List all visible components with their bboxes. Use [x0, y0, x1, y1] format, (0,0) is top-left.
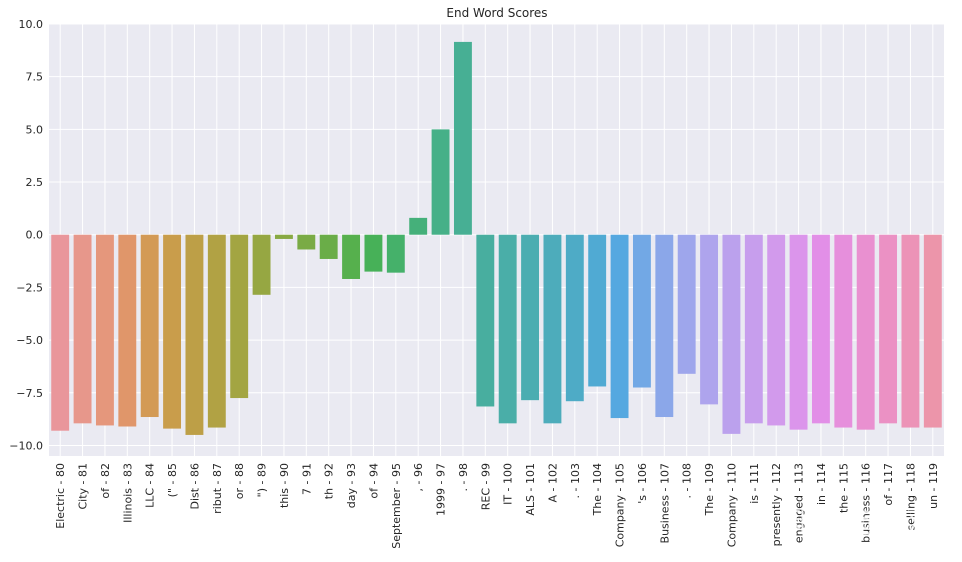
bar [274, 234, 293, 239]
x-tick-label: of - 94 [367, 463, 380, 499]
bars [51, 41, 942, 435]
x-tick-label: selling - 118 [904, 463, 917, 531]
x-tick-label: IT - 100 [502, 463, 515, 505]
x-tick-label: or - 88 [233, 463, 246, 499]
bar [632, 234, 651, 388]
bar [744, 234, 763, 424]
bar [543, 234, 562, 424]
x-tick-label: (" - 85 [166, 463, 179, 497]
x-tick-label: in - 114 [815, 463, 828, 505]
bar [431, 129, 450, 235]
x-tick-label: the - 115 [837, 463, 850, 513]
x-tick-label: REC - 99 [479, 463, 492, 510]
bar [476, 234, 495, 407]
x-tick-label: Business - 107 [658, 463, 671, 543]
bar [811, 234, 830, 424]
bar [409, 217, 428, 235]
x-tick-label: ALS - 101 [524, 463, 537, 516]
y-tick-label: 0.0 [26, 229, 44, 242]
bar [700, 234, 719, 405]
x-tick-label: . - 103 [569, 463, 582, 498]
x-tick-label: The - 109 [703, 463, 716, 516]
bar [230, 234, 249, 399]
x-tick-label: 's - 106 [636, 463, 649, 504]
bar [386, 234, 405, 273]
bar [185, 234, 204, 435]
x-tick-label: 7 - 91 [300, 463, 313, 495]
bar [73, 234, 92, 424]
x-tick-label: this - 90 [278, 463, 291, 508]
bar [856, 234, 875, 430]
x-tick-label: City - 81 [77, 463, 90, 510]
x-tick-label: The - 104 [591, 463, 604, 516]
x-tick-label: LLC - 84 [144, 463, 157, 508]
bar [95, 234, 114, 426]
x-tick-label: business - 116 [860, 463, 873, 543]
y-tick-label: 10.0 [19, 18, 44, 31]
bar [453, 41, 472, 235]
bar [521, 234, 540, 401]
x-tick-label: ") - 89 [256, 463, 269, 497]
y-tick-label: −2.5 [16, 281, 43, 294]
x-tick-label: . - 108 [681, 463, 694, 498]
x-tick-label: presently - 112 [770, 463, 783, 546]
bar [319, 234, 338, 259]
y-tick-label: 7.5 [26, 71, 44, 84]
bar [923, 234, 942, 428]
y-tick-label: −7.5 [16, 387, 43, 400]
x-tick-label: is - 111 [748, 463, 761, 504]
x-tick-label: day - 93 [345, 463, 358, 508]
x-tick-label: , - 96 [412, 463, 425, 491]
bar [297, 234, 316, 250]
bar [140, 234, 159, 418]
y-tick-label: 2.5 [26, 176, 44, 189]
bar [677, 234, 696, 374]
watermark: 知乎 @双双 [786, 504, 935, 537]
bar [498, 234, 517, 424]
y-tick-label: −10.0 [9, 439, 43, 452]
bar [834, 234, 853, 428]
y-tick-label: 5.0 [26, 123, 44, 136]
x-tick-label: engaged - 113 [793, 463, 806, 543]
x-tick-label: Illinois - 83 [121, 463, 134, 523]
x-axis-ticks: Electric - 80 City - 81 of - 82 Illinois - … [54, 463, 940, 549]
bar [789, 234, 808, 430]
bar [364, 234, 383, 272]
bar [901, 234, 920, 428]
bar [118, 234, 137, 427]
bar [51, 234, 70, 431]
x-tick-label: of - 117 [882, 463, 895, 506]
bar [565, 234, 584, 402]
x-tick-label: Dist - 86 [188, 463, 201, 510]
bar [163, 234, 182, 429]
y-axis-ticks: 10.0 7.5 5.0 2.5 0.0 −2.5 −5.0 −7.5 −10.0 [9, 18, 43, 452]
bar [879, 234, 898, 424]
x-tick-label: Company - 110 [725, 463, 738, 547]
x-tick-label: . - 98 [457, 463, 470, 491]
x-tick-label: of - 82 [99, 463, 112, 499]
bar [610, 234, 629, 419]
bar [655, 234, 674, 418]
x-tick-label: ribut - 87 [211, 463, 224, 514]
x-tick-label: 1999 - 97 [435, 463, 448, 516]
x-tick-label: th - 92 [323, 463, 336, 499]
bar [252, 234, 271, 295]
y-tick-label: −5.0 [16, 334, 43, 347]
x-tick-label: Electric - 80 [54, 463, 67, 529]
bar [722, 234, 741, 434]
x-tick-label: A - 102 [546, 463, 559, 502]
bar [767, 234, 786, 426]
x-tick-label: September - 95 [390, 463, 403, 549]
chart-title: End Word Scores [446, 6, 547, 20]
bar [588, 234, 607, 387]
plot-background [49, 24, 944, 456]
x-tick-label: Company - 105 [614, 463, 627, 547]
bar [342, 234, 361, 279]
bar [207, 234, 226, 428]
x-tick-label: un - 119 [927, 463, 940, 509]
